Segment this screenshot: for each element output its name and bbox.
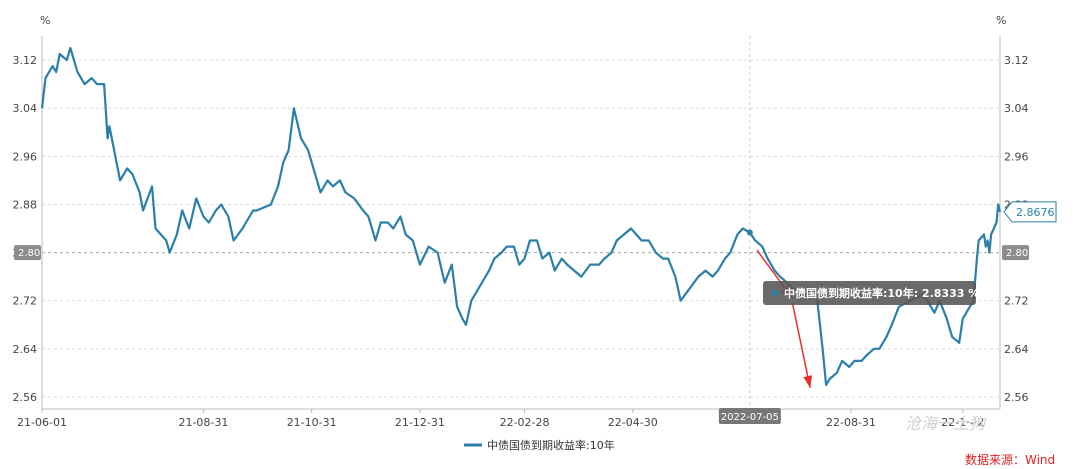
crosshair-date-badge: 2022-07-05 [718, 408, 781, 424]
annotation-arrows [756, 249, 813, 389]
reference-badge-left-bg [14, 245, 41, 261]
hover-point [746, 229, 753, 236]
tooltip-text: 中债国债到期收益率:10年: 2.8333 % [784, 286, 979, 300]
y-tick-label-right: 2.64 [1004, 343, 1029, 356]
last-value-badge-bg [1003, 201, 1057, 223]
y-tick-label-right: 2.96 [1004, 150, 1029, 163]
last-value-badge: 2.8676 [1003, 201, 1057, 223]
crosshair-date-badge-bg [718, 408, 781, 424]
x-tick-label: 22-1·-·2 [941, 416, 984, 429]
y-tick-label-right: 3.12 [1004, 54, 1029, 67]
x-tick-label: 21-10-31 [287, 416, 337, 429]
crosshair-date-badge-text: 2022-07-05 [721, 412, 779, 423]
y-tick-labels: 3.123.123.043.042.962.962.882.882.802.80… [13, 54, 1029, 404]
y-tick-label-right: 2.56 [1004, 391, 1029, 404]
watermark-text: 沧海一土狗 [905, 414, 987, 433]
x-tick-label: 22-08-31 [826, 416, 876, 429]
x-tick-label: 22-02-28 [500, 416, 550, 429]
y-tick-label-left: 2.96 [13, 150, 38, 163]
legend-label: 中债国债到期收益率:10年 [487, 438, 615, 452]
reference-badge-right-text: 2.80 [1006, 248, 1028, 259]
reference-badge-right-bg [1002, 245, 1029, 261]
right-unit-label: % [996, 14, 1006, 27]
reference-badge-left: 2.80 [14, 245, 41, 261]
left-unit-label: % [40, 14, 50, 27]
reference-badge-right: 2.80 [1002, 245, 1029, 261]
series-line-10y-yield [40, 46, 1002, 386]
y-tick-label-right: 3.04 [1004, 102, 1029, 115]
y-tick-label-right: 2.72 [1004, 295, 1029, 308]
tooltip-marker [772, 290, 778, 296]
last-value-text: 2.8676 [1016, 206, 1055, 219]
source-note: 数据来源：Wind [965, 452, 1055, 467]
annotation-arrow-shaft [791, 302, 811, 389]
grid-lines [42, 59, 1000, 398]
y-tick-label-left: 3.12 [13, 54, 38, 67]
y-tick-label-left: 2.88 [13, 198, 38, 211]
y-tick-label-left: 2.56 [13, 391, 38, 404]
tooltip: 中债国债到期收益率:10年: 2.8333 % [763, 281, 979, 305]
y-tick-label-left: 3.04 [13, 102, 38, 115]
annotation-arrow-head [803, 375, 813, 388]
axes [41, 36, 1001, 410]
tooltip-bg [763, 281, 976, 305]
x-tick-labels: 21-06-01 21-08-31 21-10-31 21-12-31 22-02-28… [17, 409, 984, 429]
x-tick-label: 21-06-01 [17, 416, 67, 429]
x-tick-label: 22-04-30 [608, 416, 658, 429]
y-tick-label-left: 2.64 [13, 343, 38, 356]
y-tick-label-left: 2.72 [13, 295, 38, 308]
reference-badge-left-text: 2.80 [18, 248, 40, 259]
legend: 中债国债到期收益率:10年 [464, 438, 615, 452]
x-tick-label: 21-12-31 [395, 416, 445, 429]
x-tick-label: 21-08-31 [178, 416, 228, 429]
